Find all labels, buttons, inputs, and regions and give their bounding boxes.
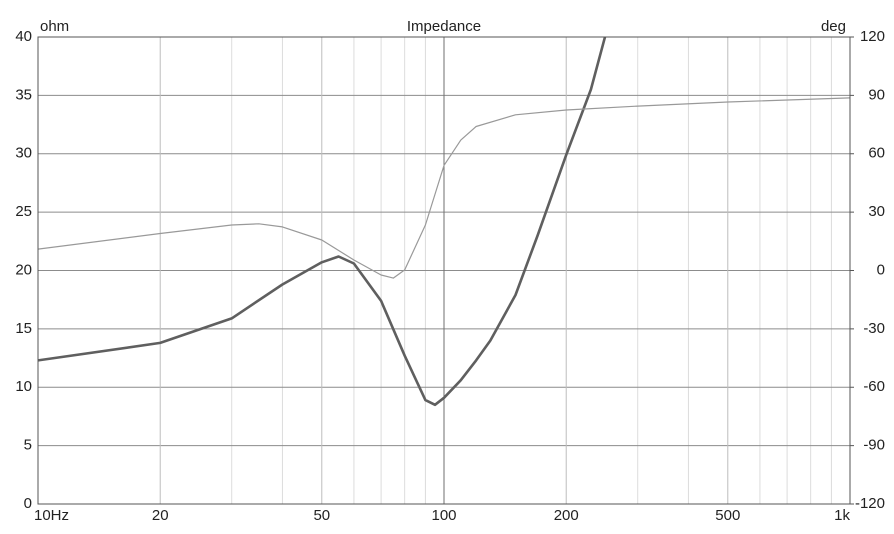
y2-tick-label: -60 (863, 378, 885, 395)
chart-title: Impedance (407, 18, 481, 35)
y-tick-label: 5 (24, 437, 32, 454)
x-tick-label: 20 (152, 507, 169, 524)
y2-tick-label: 30 (868, 203, 885, 220)
y-tick-label: 30 (15, 145, 32, 162)
y-tick-label: 35 (15, 86, 32, 103)
x-tick-label: 200 (554, 507, 579, 524)
y2-tick-label: -90 (863, 437, 885, 454)
series-line (38, 37, 607, 407)
grid (37, 36, 854, 505)
series-line (38, 97, 850, 279)
x-tick-label: 50 (313, 507, 330, 524)
y-axis-label: ohm (40, 18, 69, 35)
y2-tick-label: 60 (868, 145, 885, 162)
plot-lines (38, 37, 850, 407)
y-tick-label: 25 (15, 203, 32, 220)
x-tick-label: 100 (431, 507, 456, 524)
y2-tick-label: 120 (860, 28, 885, 45)
x-tick-label: 500 (715, 507, 740, 524)
y-tick-label: 40 (15, 28, 32, 45)
plot-frame (37, 36, 851, 505)
y2-tick-label: -30 (863, 320, 885, 337)
y2-axis-label: deg (821, 18, 846, 35)
y-tick-label: 10 (15, 378, 32, 395)
x-tick-label: 10Hz (34, 507, 69, 524)
y-tick-label: 20 (15, 261, 32, 278)
y2-tick-label: -120 (855, 495, 885, 512)
y-tick-label: 15 (15, 320, 32, 337)
y2-tick-label: 90 (868, 86, 885, 103)
y-tick-label: 0 (24, 495, 32, 512)
x-tick-label: 1k (834, 507, 850, 524)
y2-tick-label: 0 (877, 261, 885, 278)
